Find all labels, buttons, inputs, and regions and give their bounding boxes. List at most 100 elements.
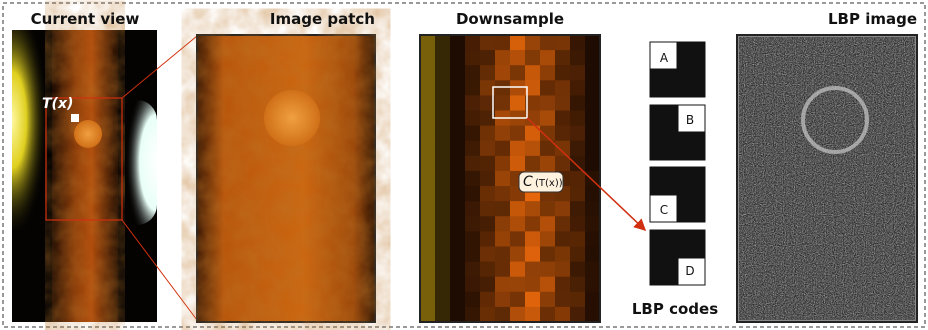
grid-cell (465, 186, 481, 202)
grid-cell (450, 80, 466, 96)
grid-cell (540, 246, 556, 262)
grid-cell (570, 126, 586, 142)
grid-cell (465, 262, 481, 278)
grid-cell (585, 126, 601, 142)
grid-cell (420, 35, 436, 51)
grid-cell (450, 231, 466, 247)
grid-cell (465, 231, 481, 247)
grid-cell (585, 246, 601, 262)
current-view-image (12, 30, 157, 322)
grid-cell (555, 262, 571, 278)
grid-cell (525, 50, 541, 66)
grid-cell (450, 50, 466, 66)
figure: T(x) C (T(x)) ABCD LBP codes Current vie… (0, 0, 928, 330)
grid-cell (510, 35, 526, 51)
grid-cell (555, 111, 571, 127)
grid-cell (465, 141, 481, 157)
grid-cell (540, 262, 556, 278)
grid-cell (540, 216, 556, 232)
grid-cell (510, 65, 526, 81)
grid-cell (435, 35, 451, 51)
grid-cell (495, 50, 511, 66)
grid-cell (510, 262, 526, 278)
panel-title: Current view (31, 10, 140, 28)
grid-cell (465, 246, 481, 262)
grid-cell (510, 80, 526, 96)
grid-cell (570, 277, 586, 293)
grid-cell (450, 277, 466, 293)
grid-cell (525, 201, 541, 217)
grid-cell (555, 35, 571, 51)
grid-cell (480, 186, 496, 202)
code-cell (650, 167, 677, 194)
grid-cell (450, 186, 466, 202)
grid-cell (495, 307, 511, 323)
grid-cell (540, 80, 556, 96)
grid-cell (495, 65, 511, 81)
grid-cell (420, 141, 436, 157)
grid-cell (510, 141, 526, 157)
grid-cell (555, 216, 571, 232)
grid-cell (420, 111, 436, 127)
grid-cell (495, 231, 511, 247)
grid-cell (480, 141, 496, 157)
grid-cell (465, 50, 481, 66)
grid-cell (525, 156, 541, 172)
grid-cell (555, 65, 571, 81)
panel-title: Downsample (456, 10, 564, 28)
grid-cell (450, 216, 466, 232)
grid-cell (495, 35, 511, 51)
grid-cell (555, 126, 571, 142)
grid-cell (495, 246, 511, 262)
grid-cell (525, 277, 541, 293)
grid-cell (465, 292, 481, 308)
grid-cell (465, 171, 481, 187)
grid-cell (570, 231, 586, 247)
lbp-codes: ABCD (650, 42, 705, 285)
grid-cell (420, 171, 436, 187)
grid-cell (435, 277, 451, 293)
grid-cell (495, 80, 511, 96)
grid-cell (570, 262, 586, 278)
grid-cell (570, 35, 586, 51)
code-cell (650, 133, 677, 160)
grid-cell (585, 292, 601, 308)
grid-cell (525, 292, 541, 308)
grid-cell (435, 80, 451, 96)
grid-cell (510, 126, 526, 142)
grid-cell (540, 111, 556, 127)
grid-cell (480, 231, 496, 247)
grid-cell (435, 50, 451, 66)
grid-cell (570, 95, 586, 111)
grid-cell (450, 171, 466, 187)
grid-cell (450, 35, 466, 51)
point-label: T(x) (42, 96, 73, 112)
grid-cell (435, 171, 451, 187)
grid-cell (555, 292, 571, 308)
grid-cell (570, 141, 586, 157)
lbp-image (737, 35, 917, 322)
grid-cell (480, 65, 496, 81)
grid-cell (585, 80, 601, 96)
grid-cell (585, 186, 601, 202)
grid-cell (555, 246, 571, 262)
grid-cell (570, 111, 586, 127)
grid-cell (435, 156, 451, 172)
grid-cell (465, 156, 481, 172)
grid-cell (495, 126, 511, 142)
grid-cell (585, 171, 601, 187)
grid-cell (570, 65, 586, 81)
grid-cell (450, 156, 466, 172)
grid-cell (525, 246, 541, 262)
grid-cell (435, 307, 451, 323)
grid-cell (420, 216, 436, 232)
grid-cell (420, 80, 436, 96)
grid-cell (510, 277, 526, 293)
grid-cell (555, 50, 571, 66)
grid-cell (435, 141, 451, 157)
grid-cell (495, 277, 511, 293)
grid-cell (510, 95, 526, 111)
grid-cell (435, 111, 451, 127)
grid-cell (435, 231, 451, 247)
grid-cell (555, 231, 571, 247)
